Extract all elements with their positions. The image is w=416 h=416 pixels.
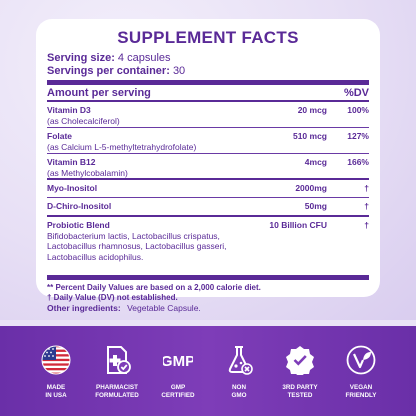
badge-made-in-usa: MADE IN USA <box>28 345 84 400</box>
facts-title: SUPPLEMENT FACTS <box>117 28 299 47</box>
nutrient-dv: 100% <box>347 105 369 115</box>
nutrient-name: Folate <box>47 131 73 141</box>
thick-divider <box>47 80 369 85</box>
table-header: Amount per serving %DV <box>47 85 369 100</box>
badge-label: VEGAN FRIENDLY <box>345 384 377 399</box>
dv-header: %DV <box>343 86 369 99</box>
nutrient-amount: 50mg <box>304 201 327 211</box>
badge-third-party-tested: 3RD PARTY TESTED <box>272 345 328 400</box>
percent-footnote: ** Percent Daily Values are based on a 2… <box>47 283 261 292</box>
servings-per-container-line: Servings per container: 30 <box>47 65 369 78</box>
badge-vegan-friendly: VEGAN FRIENDLY <box>333 345 389 400</box>
row-divider <box>47 215 369 217</box>
nutrient-name: Myo-Inositol <box>47 183 98 193</box>
footnotes: ** Percent Daily Values are based on a 2… <box>47 280 369 303</box>
vegan-icon <box>346 345 376 375</box>
thick-divider <box>47 275 369 280</box>
nutrient-amount: 10 Billion CFU <box>269 220 327 230</box>
row-divider <box>47 178 369 180</box>
row-divider <box>47 127 369 128</box>
badge-label: MADE IN USA <box>45 384 67 399</box>
other-ingredients-value: Vegetable Capsule. <box>127 303 201 313</box>
servings-per-container-label: Servings per container: <box>47 64 170 77</box>
other-ingredients-label: Other ingredients: <box>47 303 121 313</box>
badge-label: PHARMACIST FORMULATED <box>95 384 139 399</box>
row-divider <box>47 153 369 154</box>
us-flag-icon <box>41 345 71 375</box>
nutrient-dv: † <box>364 220 369 230</box>
badge-label: GMP CERTIFIED <box>161 384 195 399</box>
nutrient-dv: 166% <box>347 157 369 167</box>
nutrient-row-d-chiro-inositol: D-Chiro-Inositol 50mg † <box>47 198 369 215</box>
nutrient-amount: 2000mg <box>295 183 327 193</box>
pharmacist-icon <box>107 346 131 374</box>
supplement-facts-panel: SUPPLEMENT FACTS Serving size: 4 capsule… <box>36 19 380 302</box>
third-party-tested-icon <box>286 346 314 375</box>
nutrient-source: (as Methylcobalamin) <box>47 167 128 178</box>
nutrient-name: Probiotic Blend <box>47 220 110 230</box>
nutrient-name: D-Chiro-Inositol <box>47 201 112 211</box>
nutrient-row-probiotic-blend: Probiotic Blend Bifidobacterium lactis, … <box>47 217 369 275</box>
header-divider <box>47 100 369 102</box>
svg-text:GMP: GMP <box>163 353 193 370</box>
nutrient-name: Vitamin B12 <box>47 157 96 167</box>
badge-label: 3RD PARTY TESTED <box>282 384 318 399</box>
nutrient-source: (as Cholecalciferol) <box>47 115 120 126</box>
nutrient-row-myo-inositol: Myo-Inositol 2000mg † <box>47 180 369 197</box>
badge-non-gmo: NON GMO <box>211 345 267 400</box>
nutrient-row-vitamin-b12: Vitamin B12 (as Methylcobalamin) 4mcg 16… <box>47 154 369 178</box>
row-divider <box>47 197 369 198</box>
badge-pharmacist-formulated: PHARMACIST FORMULATED <box>89 345 145 400</box>
servings-per-container-value: 30 <box>172 64 186 77</box>
dagger-footnote: † Daily Value (DV) not established. <box>47 293 178 302</box>
amount-header: Amount per serving <box>47 86 151 99</box>
badge-label: NON GMO <box>231 384 247 399</box>
badges-band: MADE IN USA PHARMACIST FORMULATED GMP GMP C… <box>0 326 416 416</box>
serving-size-label: Serving size: <box>47 52 115 64</box>
other-ingredients: Other ingredients: Vegetable Capsule. <box>47 303 201 313</box>
gmp-icon: GMP <box>163 353 193 370</box>
nutrient-row-vitamin-d3: Vitamin D3 (as Cholecalciferol) 20 mcg 1… <box>47 102 369 127</box>
nutrient-dv: † <box>364 201 369 211</box>
badge-gmp-certified: GMP GMP CERTIFIED <box>150 345 206 400</box>
nutrient-amount: 4mcg <box>304 157 327 167</box>
non-gmo-icon <box>228 346 253 375</box>
nutrient-row-folate: Folate (as Calcium L-5-methyltetrahydrof… <box>47 128 369 153</box>
serving-size-value: 4 capsules <box>117 52 171 64</box>
nutrient-dv: 127% <box>347 131 369 141</box>
nutrient-source: (as Calcium L-5-methyltetrahydrofolate) <box>47 141 197 152</box>
nutrient-name: Vitamin D3 <box>47 105 91 115</box>
serving-size-line: Serving size: 4 capsules <box>47 52 369 65</box>
nutrient-amount: 20 mcg <box>297 105 327 115</box>
nutrient-amount: 510 mcg <box>292 131 327 141</box>
nutrient-dv: † <box>364 183 369 193</box>
nutrient-source: Bifidobacterium lactis, Lactobacillus cr… <box>47 230 227 262</box>
